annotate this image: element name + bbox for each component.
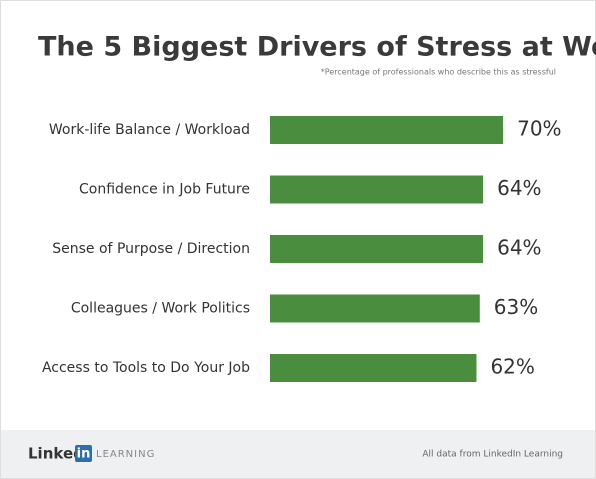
category-label: Sense of Purpose / Direction — [52, 241, 250, 257]
source: All data from LinkedIn Learning — [422, 450, 563, 460]
chart-title: The 5 Biggest Drivers of Stress at Work — [38, 32, 596, 63]
value-label: 64% — [497, 236, 541, 260]
bar — [270, 354, 477, 382]
bar — [270, 175, 484, 204]
footer-band — [1, 430, 595, 478]
value-label: 62% — [490, 355, 534, 379]
bar — [270, 294, 480, 323]
value-label: 63% — [494, 295, 538, 319]
category-label: Access to Tools to Do Your Job — [42, 360, 250, 376]
chart-subtitle: *Percentage of professionals who describ… — [321, 68, 556, 77]
brand: Linked — [28, 445, 84, 463]
category-label: Colleagues / Work Politics — [71, 301, 250, 317]
bar — [270, 116, 504, 144]
value-label: 70% — [517, 117, 561, 141]
value-label: 64% — [497, 176, 541, 200]
brand-mark-box — [75, 445, 92, 462]
category-label: Confidence in Job Future — [79, 182, 250, 198]
bar — [270, 235, 484, 263]
brand-mark: in — [77, 447, 91, 462]
product: LEARNING — [96, 449, 155, 460]
category-label: Work-life Balance / Workload — [49, 122, 250, 138]
